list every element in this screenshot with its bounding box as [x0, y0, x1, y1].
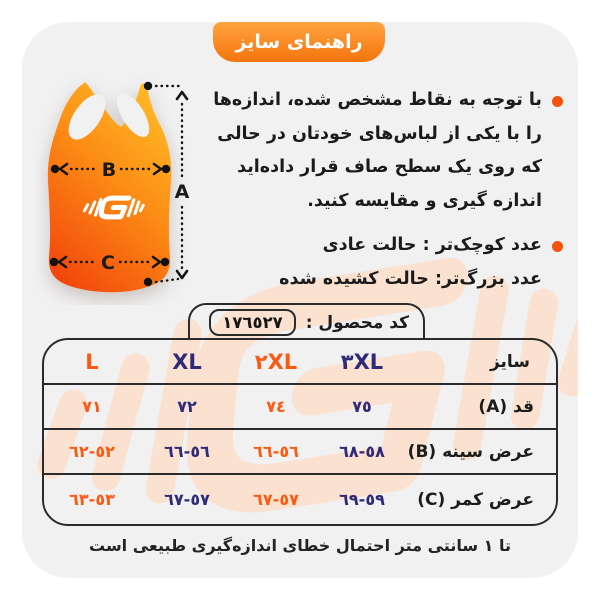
product-code-value: ١٧٦٥٢٧ — [209, 309, 296, 336]
table-cell: ٧١ — [44, 383, 140, 428]
row-header-chest-b: عرض سینه (B) — [406, 428, 556, 473]
table-cell: ٧٥ — [318, 383, 406, 428]
armhole-right — [116, 93, 150, 137]
bullet-dot-icon — [552, 96, 563, 107]
label-a: A — [175, 181, 190, 203]
column-header-3xl: ٣XL — [340, 349, 384, 374]
bullet-dot-icon — [552, 241, 563, 252]
tank-top-diagram: B C A — [47, 81, 190, 293]
table-cell: ٥٩-٦٩ — [318, 473, 406, 524]
instruction-line: که روی یک سطح صاف قرار داده‌اید — [237, 157, 542, 177]
product-code-label: کد محصول : — [305, 312, 409, 333]
instruction-line: اندازه گیری و مقایسه کنید. — [307, 190, 542, 211]
size-guide-badge-label: راهنمای سایز — [235, 31, 363, 53]
tank-top-illustration — [47, 82, 172, 293]
column-header-2xl: ٢XL — [254, 349, 298, 374]
instructions: با توجه به نقاط مشخص شده، اندازه‌ها را ب… — [192, 84, 563, 296]
instruction-line: عدد بزرگ‌تر: حالت کشیده شده — [279, 268, 542, 289]
table-cell: ٥٧-٦٧ — [140, 473, 234, 524]
instruction-bullet-2: عدد کوچک‌تر : حالت عادی عدد بزرگ‌تر: حال… — [192, 229, 563, 296]
measurement-error-note: تا ١ سانتی متر احتمال خطای اندازه‌گیری ط… — [89, 536, 511, 555]
row-header-waist-c: عرض کمر (C) — [406, 473, 556, 524]
product-code-tab: کد محصول : ١٧٦٥٢٧ — [188, 303, 425, 340]
measurement-arrow-c: C — [49, 252, 170, 274]
armhole-left — [68, 94, 106, 140]
measurement-arrow-b: B — [50, 159, 171, 181]
table-cell: ٥٢-٦٢ — [44, 428, 140, 473]
label-b: B — [102, 159, 116, 181]
table-cell: ٥٦-٦٦ — [140, 428, 234, 473]
card-content: راهنمای سایز — [22, 22, 578, 578]
column-header-size: سایز — [489, 351, 530, 372]
table-cell: ٥٨-٦٨ — [318, 428, 406, 473]
row-header-height-a: قد (A) — [406, 383, 556, 428]
size-guide-badge: راهنمای سایز — [213, 22, 385, 62]
measurement-arrow-a: A — [143, 81, 190, 287]
instruction-bullet-1: با توجه به نقاط مشخص شده، اندازه‌ها را ب… — [192, 84, 563, 218]
table-cell: ٥٧-٦٧ — [234, 473, 318, 524]
table-cell: ٧٤ — [234, 383, 318, 428]
column-header-xl: XL — [172, 349, 202, 374]
column-header-l: L — [85, 349, 99, 374]
size-table: سایز ٣XL ٢XL XL L قد (A) ٧٥ ٧٤ ٧٢ ٧١ عرض… — [42, 338, 558, 526]
instruction-line: را با یکی از لباس‌های خودتان در حالی — [217, 123, 542, 144]
size-guide-card: راهنمای سایز — [22, 22, 578, 578]
instruction-line: عدد کوچک‌تر : حالت عادی — [322, 235, 542, 255]
table-cell: ٥٦-٦٦ — [234, 428, 318, 473]
table-cell: ٧٢ — [140, 383, 234, 428]
label-c: C — [101, 252, 115, 274]
table-cell: ٥٣-٦٣ — [44, 473, 140, 524]
instruction-line: با توجه به نقاط مشخص شده، اندازه‌ها — [213, 90, 542, 110]
